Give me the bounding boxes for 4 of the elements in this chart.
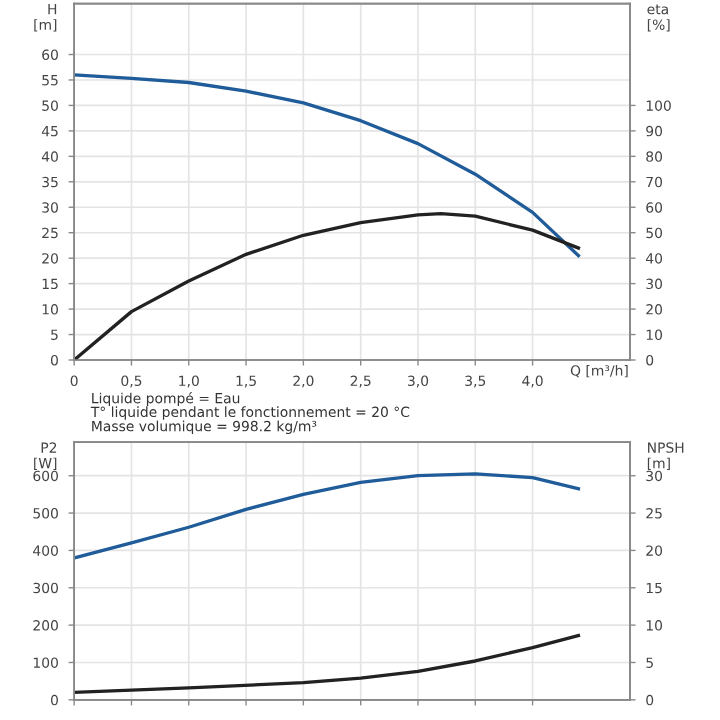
- line-series: [74, 633, 581, 695]
- line-series: [74, 472, 581, 560]
- line-series: [74, 211, 581, 360]
- line-series: [74, 73, 581, 258]
